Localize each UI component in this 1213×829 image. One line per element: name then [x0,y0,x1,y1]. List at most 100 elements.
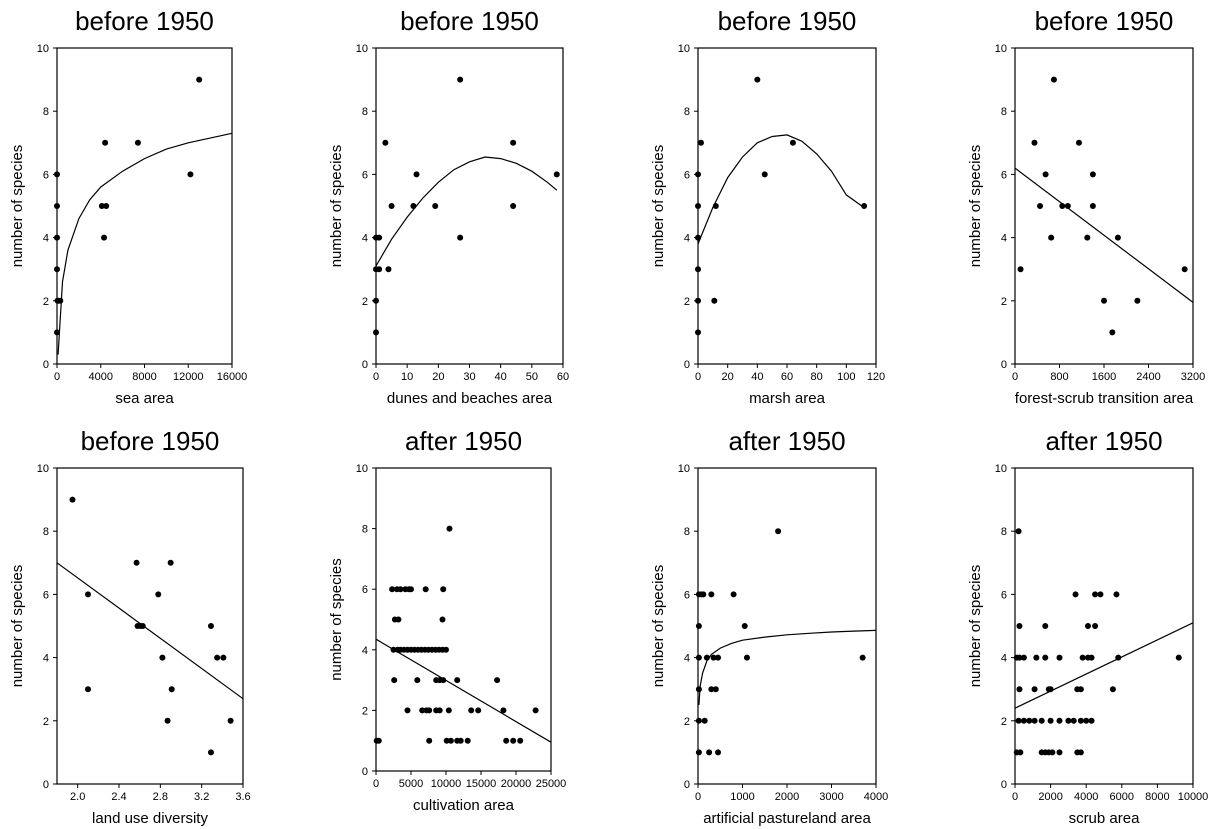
y-tick-label: 4 [1001,653,1007,665]
data-point [1088,654,1095,661]
data-point [754,76,761,83]
y-tick-label: 10 [356,463,368,475]
y-tick-label: 4 [43,653,49,665]
y-tick-label: 2 [362,705,368,717]
data-point [54,203,60,209]
x-tick-label: 15000 [466,778,497,790]
y-tick-label: 10 [678,463,690,475]
y-tick-label: 0 [1001,359,1007,371]
panel-title: before 1950 [75,6,214,36]
y-tick-label: 0 [43,359,49,371]
y-tick-label: 10 [37,463,49,475]
panel-title: before 1950 [718,6,857,36]
data-point [98,203,105,209]
data-point [440,677,447,684]
y-tick-label: 2 [684,716,690,728]
regression-line [56,562,244,700]
data-point [187,171,194,178]
x-tick-label: 2000 [775,791,799,803]
data-point [1056,717,1063,724]
data-point [1033,654,1040,661]
data-point [1083,717,1090,724]
data-point [695,749,702,756]
x-tick-label: 4000 [864,791,888,803]
data-point [695,329,701,336]
y-tick-label: 6 [362,584,368,596]
y-tick-label: 0 [684,359,690,371]
y-tick-label: 8 [1001,526,1007,538]
y-tick-label: 10 [678,43,690,55]
x-tick-label: 16000 [217,371,248,383]
data-point [443,646,449,653]
data-point [1077,686,1084,693]
data-point [454,677,461,684]
data-point [710,654,717,661]
data-point [1020,654,1027,661]
plot-frame [697,467,877,785]
data-point [695,266,701,273]
data-point [397,586,404,593]
y-tick-label: 8 [684,526,690,538]
y-tick-label: 2 [1001,716,1007,728]
data-point [789,139,796,146]
plot-frame [375,47,564,365]
panel-title: before 1950 [81,426,220,456]
scatter-panel-8: after 1950 0 2000 4000 6000 8000 10000 0 2 4 6 8 10 s… [967,426,1208,827]
y-tick-label: 6 [362,169,368,181]
y-tick-label: 2 [1001,296,1007,308]
x-tick-label: 0 [1012,371,1018,383]
data-point [457,737,464,744]
y-axis-label: number of species [650,565,667,688]
data-point [1016,623,1023,629]
x-tick-label: 5000 [399,778,423,790]
x-tick-label: 40 [495,371,507,383]
data-point [159,654,166,661]
fit-curve [697,134,865,245]
x-tick-label: 20 [722,371,734,383]
x-tick-label: 120 [867,371,885,383]
data-point [1134,297,1141,304]
x-tick-label: 10 [401,371,413,383]
x-tick-label: 3200 [1181,371,1205,383]
data-point [715,654,722,661]
fit-curve [698,629,877,706]
data-point [741,623,748,629]
data-point [510,139,517,146]
data-point [464,737,471,744]
data-point [432,203,439,209]
x-axis-label: scrub area [1069,810,1141,827]
data-point [761,171,768,178]
y-tick-label: 0 [684,779,690,791]
data-point [1015,528,1022,535]
panel-title: after 1950 [405,426,522,456]
data-point [1017,749,1024,756]
data-point [1049,749,1056,756]
data-point [375,737,382,744]
y-tick-label: 10 [995,463,1007,475]
x-tick-label: 0 [695,791,701,803]
data-point [1026,717,1033,724]
data-point [227,717,234,724]
data-point [408,586,414,593]
data-point [134,139,141,146]
data-point [1015,717,1022,724]
data-point [390,646,397,653]
y-tick-label: 8 [1001,106,1007,118]
y-tick-label: 10 [37,43,49,55]
data-point [54,329,60,336]
data-point [196,76,203,83]
data-point [1113,591,1120,598]
x-tick-label: 0 [373,371,379,383]
x-tick-label: 3.2 [194,791,209,803]
x-tick-label: 30 [463,371,475,383]
data-point [133,559,140,566]
data-point [1064,203,1071,209]
data-point [164,717,171,724]
x-tick-label: 1600 [1092,371,1116,383]
data-point [1065,717,1072,724]
scatter-panel-3: before 1950 0 20 40 60 80 100 120 0 2 4 6 8 10 marsh a… [650,6,885,407]
data-point [103,203,110,209]
data-point [695,203,701,209]
x-tick-label: 60 [557,371,569,383]
